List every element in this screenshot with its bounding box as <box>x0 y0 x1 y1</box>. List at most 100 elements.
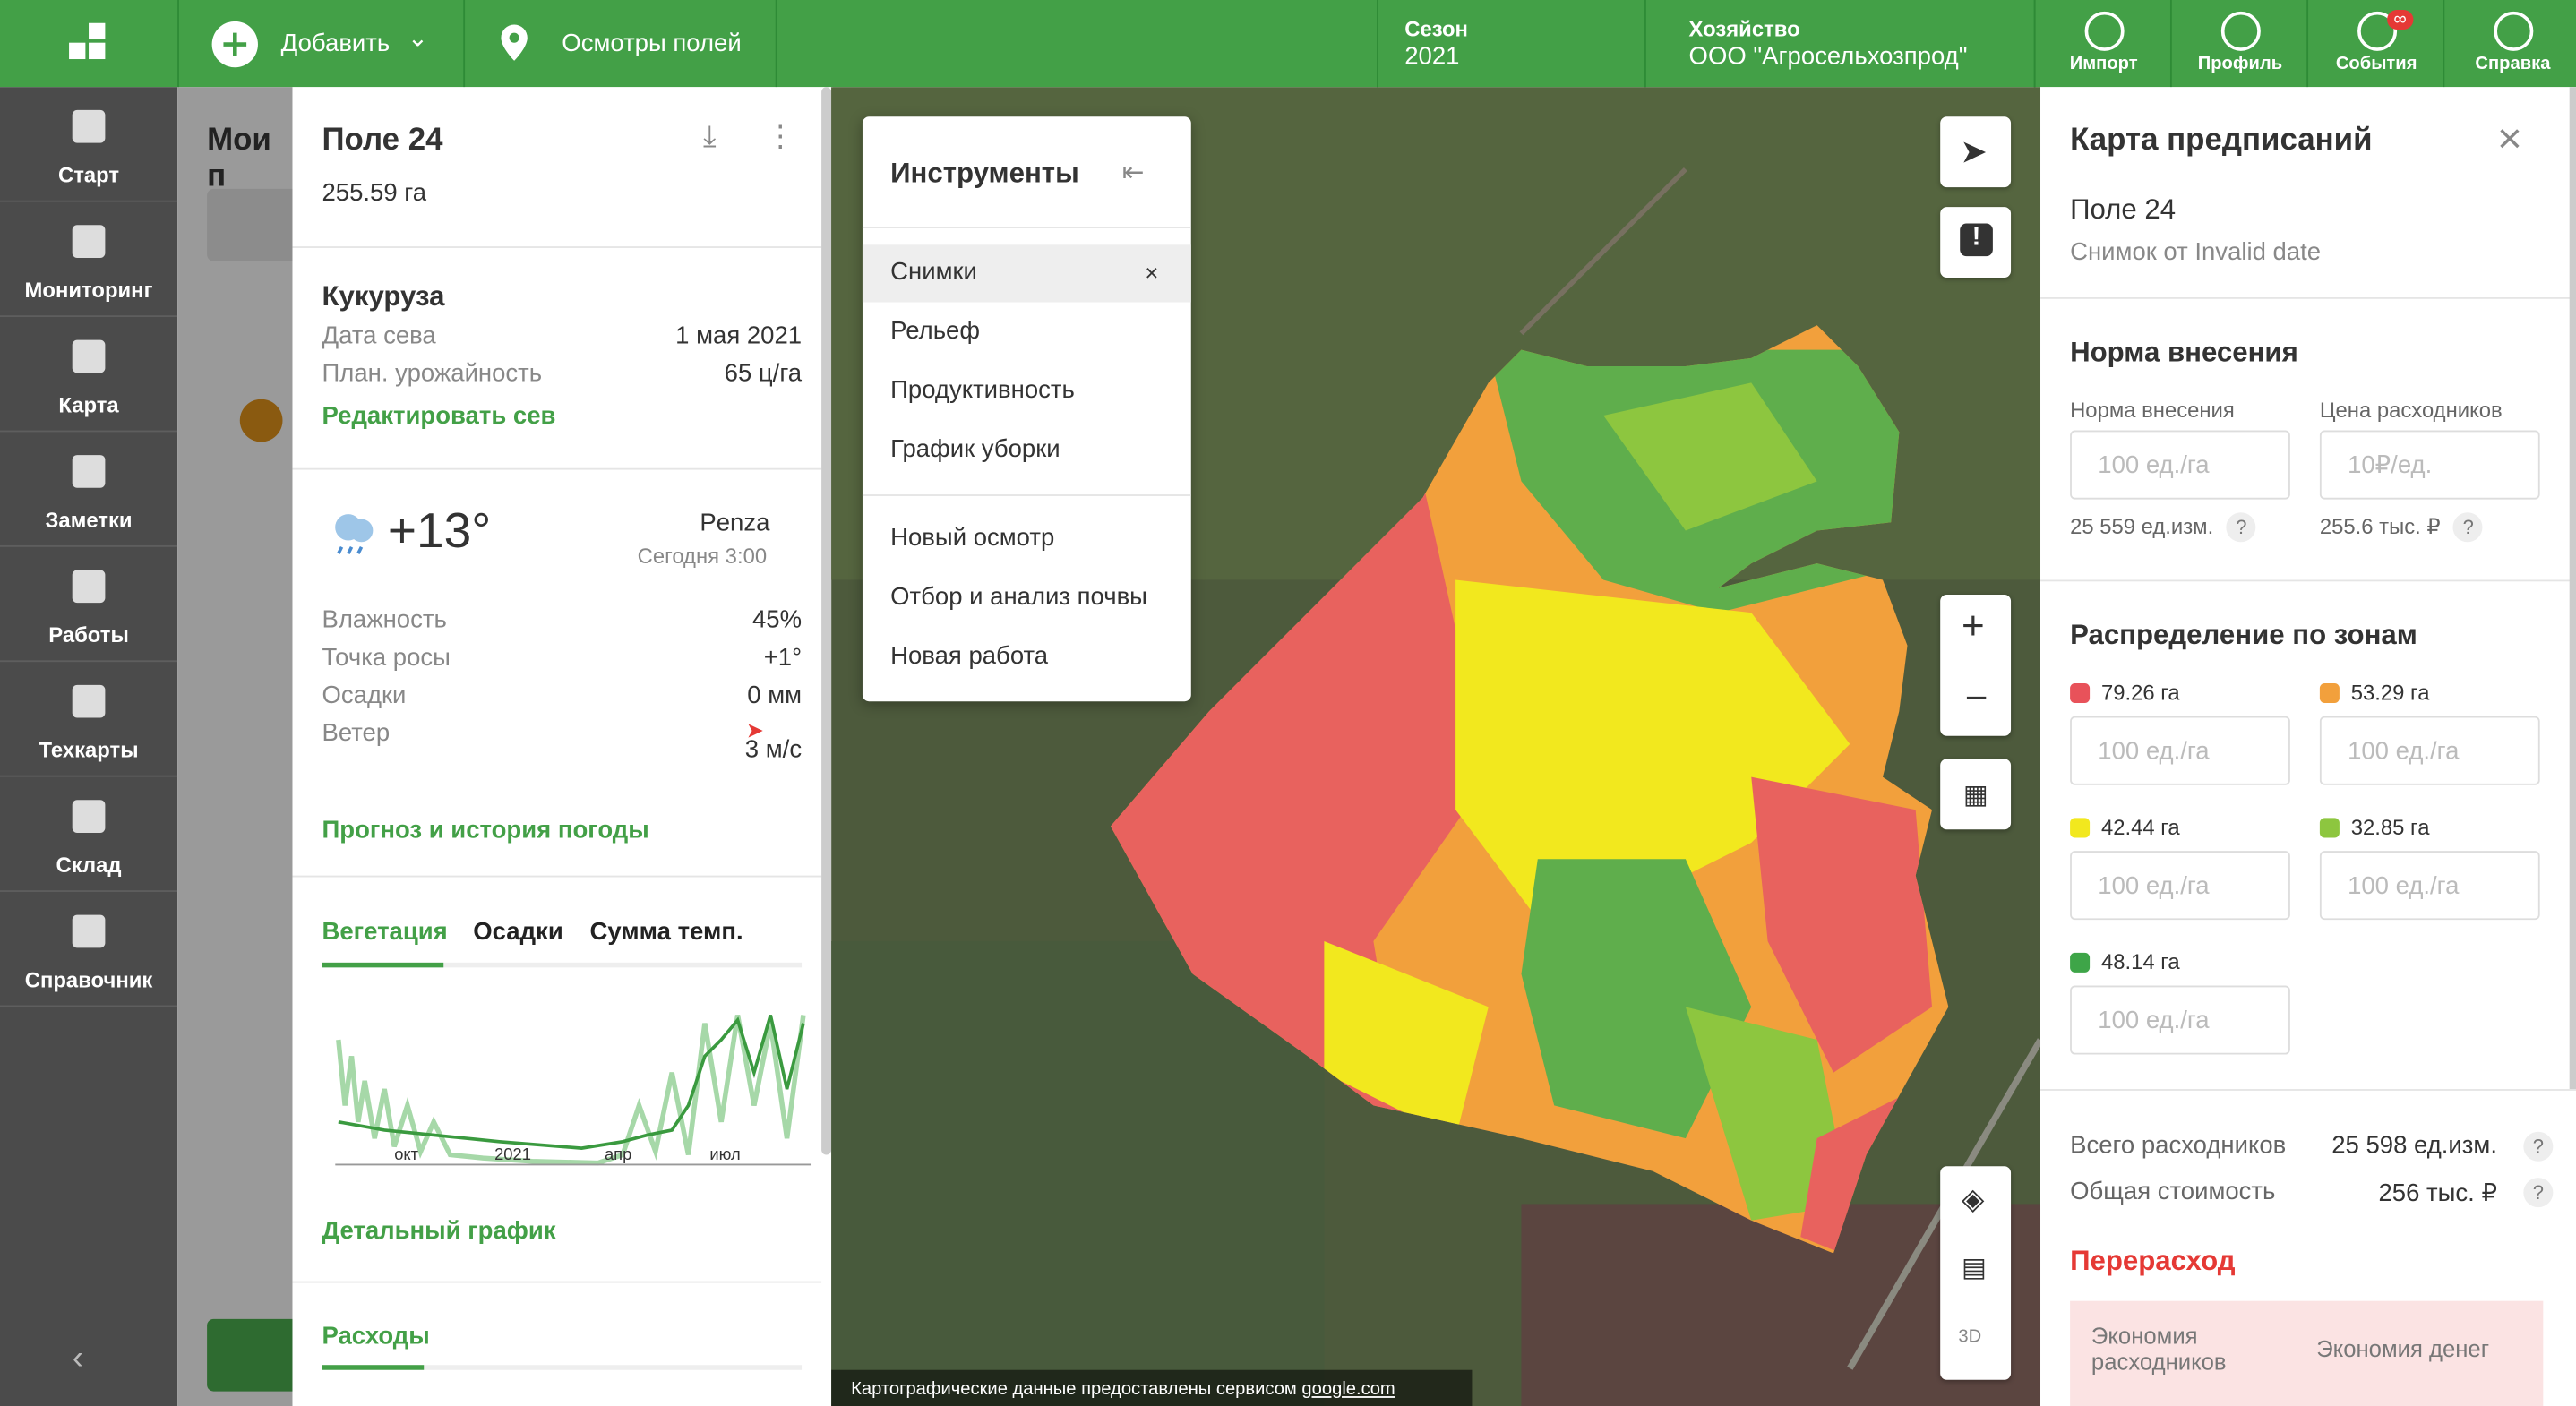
edit-link[interactable]: Редактировать сев <box>322 402 556 431</box>
tool-item[interactable]: Рельеф <box>890 317 981 346</box>
print-icon[interactable]: ▤ <box>1962 1255 1987 1283</box>
rate-input[interactable]: 100 ед./га <box>2070 430 2290 500</box>
farm-value: ООО "Агросельхозпрод" <box>1688 42 1968 71</box>
zone-swatch <box>2319 683 2340 704</box>
collapse[interactable]: ‹ <box>72 1340 83 1377</box>
map <box>831 87 2041 1406</box>
zone-area: 53.29 га <box>2350 680 2430 705</box>
help[interactable]: ? <box>2226 512 2256 543</box>
tool-clear[interactable]: × <box>1145 259 1159 287</box>
zone-area: 42.44 га <box>2100 814 2180 840</box>
layers-icon[interactable]: ◈ <box>1962 1182 1985 1216</box>
top-button[interactable]: Импорт <box>2033 0 2172 88</box>
detail-link[interactable]: Детальный график <box>322 1217 556 1246</box>
zone-area: 48.14 га <box>2100 949 2180 974</box>
tab[interactable]: Вегетация <box>322 918 448 947</box>
close[interactable]: × <box>2496 113 2522 163</box>
city[interactable]: Penza <box>700 509 770 537</box>
snapshot: Снимок от Invalid date <box>2070 237 2322 267</box>
zoom-out[interactable]: − <box>1964 676 1988 722</box>
top-button-label: Импорт <box>2069 54 2138 74</box>
download[interactable]: ⤓ <box>703 119 717 153</box>
farm[interactable]: Хозяйство ООО "Агросельхозпрод" <box>1643 0 2036 88</box>
top-button-label: Справка <box>2475 54 2551 74</box>
price-total-row: 255.6 тыс. ₽? <box>2320 512 2484 543</box>
chart-tick-label: 2021 <box>494 1146 531 1165</box>
tool-item[interactable]: График уборки <box>890 435 1060 464</box>
attribution-text: Картографические данные предоставлены се… <box>851 1379 1297 1400</box>
top-button[interactable]: События ∞ <box>2306 0 2444 88</box>
tool-action[interactable]: Отбор и анализ почвы <box>890 583 1147 612</box>
price-input[interactable]: 10₽/ед. <box>2319 430 2540 500</box>
sidebar-item[interactable]: Техкарты <box>0 662 178 777</box>
help[interactable]: ? <box>2523 1178 2554 1208</box>
season[interactable]: Сезон 2021 <box>1377 0 1646 88</box>
sidebar-item[interactable]: Склад <box>0 777 178 892</box>
info-icon <box>239 399 283 442</box>
logo[interactable] <box>0 0 179 88</box>
tool-item[interactable]: Продуктивность <box>890 376 1075 405</box>
locate-button[interactable]: ➤ <box>1940 116 2012 188</box>
grid-button[interactable]: ▦ <box>1940 759 2012 830</box>
attribution-link[interactable]: google.com <box>1301 1379 1395 1400</box>
top-button[interactable]: Профиль <box>2169 0 2308 88</box>
sidebar-item[interactable]: Справочник <box>0 892 178 1007</box>
prescription-panel: Карта предписаний × Поле 24 Снимок от In… <box>2040 87 2576 1406</box>
zoom-in[interactable]: + <box>1962 604 1985 649</box>
top-button[interactable]: Справка <box>2443 0 2576 88</box>
map-tools[interactable]: ◈ ▤ 3D <box>1940 1166 2012 1380</box>
weather-value: 3 м/с <box>744 735 803 764</box>
sidebar-item[interactable]: Мониторинг <box>0 202 178 318</box>
weather-icon <box>335 514 374 554</box>
badge: ∞ <box>2387 10 2414 30</box>
add-button[interactable]: Добавить ⌄ <box>177 0 466 88</box>
rate-section: Норма внесения <box>2070 337 2298 368</box>
zone-input[interactable]: 100 ед./га <box>2070 716 2290 785</box>
menu[interactable]: ⋮ <box>765 119 795 153</box>
sidebar-item[interactable]: Работы <box>0 547 178 663</box>
alert-button[interactable]: ! <box>1940 207 2012 278</box>
collapse-tools[interactable]: ⇤ <box>1121 159 1145 188</box>
sidebar-item[interactable]: Старт <box>0 87 178 202</box>
zoom-controls[interactable]: + − <box>1940 594 2012 736</box>
zone-swatch <box>2070 683 2091 704</box>
tab-track <box>322 962 803 968</box>
help[interactable]: ? <box>2523 1131 2554 1162</box>
info-label: План. урожайность <box>322 359 543 388</box>
expenses-tab[interactable]: Расходы <box>322 1322 430 1350</box>
list-button <box>207 1318 306 1392</box>
add-label: Добавить <box>280 30 391 58</box>
top-button-icon <box>2084 11 2125 51</box>
map-attribution: Картографические данные предоставлены се… <box>851 1380 1395 1400</box>
tool-action[interactable]: Новая работа <box>890 642 1049 671</box>
logo-icon <box>69 22 106 60</box>
price-label: Цена расходников <box>2319 397 2503 423</box>
forecast-link[interactable]: Прогноз и история погоды <box>322 816 649 844</box>
zone-input[interactable]: 100 ед./га <box>2070 851 2290 921</box>
prescription-field: Поле 24 <box>2070 193 2177 226</box>
zone-input[interactable]: 100 ед./га <box>2319 851 2540 921</box>
tab[interactable]: Сумма темп. <box>589 918 743 947</box>
inspections[interactable]: Осмотры полей <box>463 0 777 88</box>
weather-value: 45% <box>752 605 803 635</box>
grid-icon: ▦ <box>1962 782 1988 810</box>
help[interactable]: ? <box>2453 512 2484 543</box>
tab-track <box>322 1365 803 1370</box>
zone-input[interactable]: 100 ед./га <box>2070 985 2290 1055</box>
tool-item[interactable]: Снимки <box>890 257 977 287</box>
zone-swatch <box>2070 818 2091 838</box>
tool-action[interactable]: Новый осмотр <box>890 524 1055 553</box>
tab[interactable]: Осадки <box>473 918 563 947</box>
sidebar-item[interactable]: Карта <box>0 317 178 433</box>
search <box>207 188 306 261</box>
sidebar-label: Мониторинг <box>24 277 153 303</box>
sidebar-item[interactable]: Заметки <box>0 432 178 547</box>
zone-area: 79.26 га <box>2100 680 2180 705</box>
zone-input[interactable]: 100 ед./га <box>2319 716 2540 785</box>
3d-icon[interactable]: 3D <box>1958 1327 1982 1348</box>
sidebar-label: Заметки <box>45 507 133 533</box>
sidebar-icon <box>72 339 106 373</box>
info-value: 65 ц/га <box>724 359 803 388</box>
weather-label: Точка росы <box>322 644 451 673</box>
sidebar-label: Карта <box>58 392 119 417</box>
